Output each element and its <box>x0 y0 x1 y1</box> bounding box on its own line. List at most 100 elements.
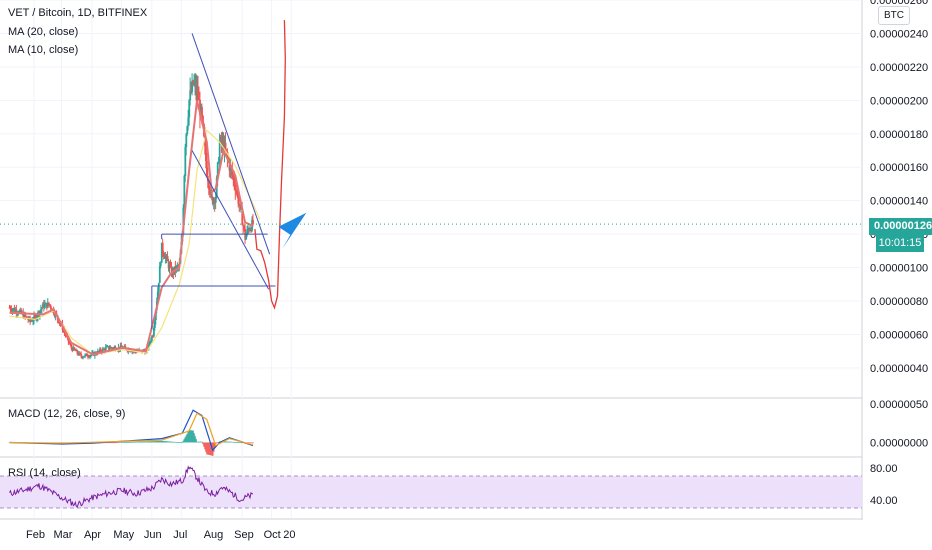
candle-body <box>85 353 88 355</box>
macd-histogram-bar <box>252 442 254 444</box>
candle-body <box>92 352 94 354</box>
candle-body <box>19 309 22 311</box>
candle-body <box>43 303 45 308</box>
macd-histogram-bar <box>116 442 119 444</box>
upper-trendline <box>191 33 271 255</box>
macd-histogram-bar <box>197 441 199 443</box>
candle-body <box>30 320 33 322</box>
macd-histogram-bar <box>181 442 184 444</box>
macd-histogram-bar <box>165 441 168 443</box>
candle-body <box>20 309 23 314</box>
macd-histogram-bar <box>158 440 161 443</box>
candle-body <box>10 309 13 312</box>
candle-body <box>233 178 236 185</box>
macd-histogram-bar <box>176 442 179 443</box>
candle-body <box>75 350 78 352</box>
macd-histogram-bar <box>124 442 127 443</box>
macd-histogram-bar <box>225 441 228 443</box>
candle-body <box>130 351 133 353</box>
rsi-line <box>9 465 254 509</box>
macd-histogram-bar <box>231 441 234 443</box>
candle-body <box>161 242 164 253</box>
candle-body <box>86 353 89 357</box>
candle-body <box>80 354 83 357</box>
y-tick-label: 0.00000220 <box>870 62 928 74</box>
macd-histogram-bar <box>233 442 236 443</box>
candle-body <box>194 82 197 84</box>
rsi-legend: RSI (14, close) <box>8 467 81 479</box>
macd-histogram-bar <box>154 441 156 443</box>
candle-body <box>32 320 35 322</box>
candle-body <box>152 336 154 338</box>
macd-histogram-bar <box>127 442 130 443</box>
macd-histogram-bar <box>187 431 190 443</box>
macd-histogram-bar <box>240 442 243 444</box>
macd-histogram-bar <box>175 442 178 443</box>
projection-curve <box>254 20 286 310</box>
x-tick-label: Oct <box>264 529 281 541</box>
lower-trendline <box>191 150 270 290</box>
macd-histogram-bar <box>121 442 124 443</box>
candle-body <box>84 354 87 357</box>
macd-histogram-bar <box>237 442 240 443</box>
candle-body <box>123 346 126 348</box>
macd-histogram-bar <box>122 442 125 443</box>
macd-histogram-bar <box>149 441 151 443</box>
macd-histogram-bar <box>168 441 171 443</box>
ma20-legend: MA (20, close) <box>8 26 79 38</box>
candle-body <box>193 83 196 85</box>
candle-body <box>207 181 210 189</box>
candle-body <box>190 90 193 92</box>
macd-histogram-bar <box>227 441 230 443</box>
macd-histogram-bar <box>196 441 198 443</box>
macd-histogram-bar <box>107 442 110 444</box>
candle-body <box>170 266 173 276</box>
candle-body <box>199 99 201 116</box>
candle-body <box>210 189 213 198</box>
macd-histogram-bar <box>117 442 120 444</box>
candle-body <box>33 315 36 321</box>
macd-histogram-bar <box>135 441 138 443</box>
macd-histogram-bar <box>148 441 150 443</box>
candle-body <box>198 99 200 101</box>
macd-histogram-bar <box>155 441 157 443</box>
macd-histogram-bar <box>151 441 153 443</box>
macd-histogram-bar <box>120 442 123 443</box>
macd-histogram-bar <box>247 442 249 444</box>
macd-histogram-bar <box>129 442 132 443</box>
macd-histogram-bar <box>208 442 210 455</box>
candle-body <box>45 303 47 305</box>
macd-histogram-bar <box>210 442 212 456</box>
candle-body <box>236 191 239 194</box>
currency-selector[interactable]: BTC <box>878 6 910 25</box>
candle-body <box>234 184 237 191</box>
candle-body <box>187 117 190 127</box>
candle-body <box>15 309 18 314</box>
candle-body <box>71 348 74 351</box>
candle-body <box>68 341 71 344</box>
candle-body <box>47 302 50 305</box>
macd-legend: MACD (12, 26, close, 9) <box>8 408 126 420</box>
candle-body <box>87 356 90 358</box>
x-tick-label: Jun <box>144 529 162 541</box>
x-tick-label: Apr <box>84 529 101 541</box>
candle-body <box>153 319 156 328</box>
candle-body <box>153 327 155 337</box>
macd-histogram-bar <box>217 441 220 443</box>
y-tick-label: 0.00000080 <box>870 296 928 308</box>
macd-histogram-bar <box>136 441 139 443</box>
candle-body <box>188 100 191 118</box>
candle-body <box>79 352 82 355</box>
candle-body <box>110 347 113 349</box>
candle-body <box>53 313 56 316</box>
candle-body <box>112 347 115 349</box>
candle-body <box>98 350 100 352</box>
macd-histogram-bar <box>228 441 231 443</box>
macd-histogram-bar <box>167 441 170 443</box>
macd-histogram-bar <box>141 441 143 443</box>
candle-body <box>189 90 192 101</box>
candle-body <box>174 266 177 271</box>
macd-histogram-bar <box>172 441 175 443</box>
macd-histogram-bar <box>251 442 253 444</box>
candle-body <box>72 347 75 351</box>
